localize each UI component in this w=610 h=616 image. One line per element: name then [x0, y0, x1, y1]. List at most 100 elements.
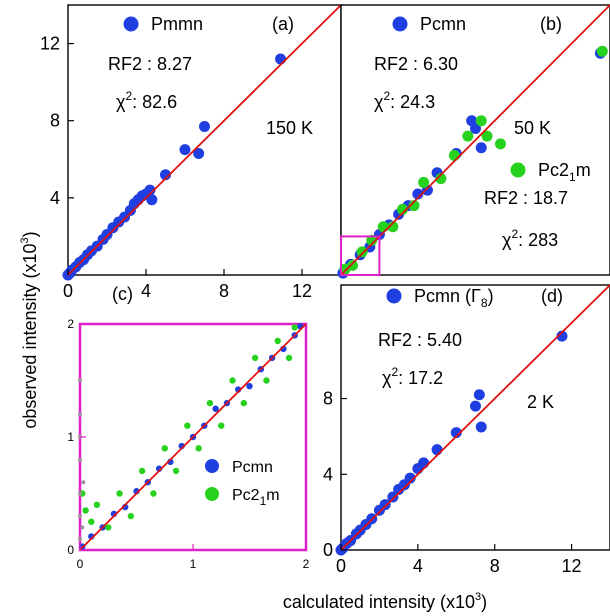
data-point [195, 445, 202, 452]
panel-label: (a) [272, 14, 294, 34]
data-point [78, 491, 82, 496]
x-axis-title: calculated intensity (x103) [283, 591, 487, 612]
data-point [93, 501, 101, 508]
y-tick-label: 4 [323, 464, 333, 484]
data-point [431, 444, 443, 456]
x-tick-label: 0 [77, 557, 84, 571]
data-point [251, 354, 259, 362]
x-tick-label: 1 [190, 557, 197, 571]
data-point [475, 115, 487, 127]
legend-item: Pc21m [205, 487, 280, 508]
y-tick-label: 4 [50, 188, 60, 208]
y-axis-title-close: ) [20, 231, 40, 237]
chi-annotation: χ2: 82.6 [116, 89, 177, 112]
legend-label: Pcmn [420, 14, 466, 34]
data-point [387, 221, 399, 233]
data-point [82, 507, 89, 514]
legend-label: Pc21m [232, 487, 280, 508]
rf-annotation: RF2 : 8.27 [108, 54, 192, 74]
legend-marker [392, 16, 408, 32]
series-c-green [79, 324, 298, 531]
legend-label: Pmmn [151, 14, 203, 34]
legend-label: Pc21m [538, 160, 591, 184]
legend-item: Pmmn [123, 14, 203, 34]
panel-a: 0 4 8 12 4 8 12 (a) Pmmn RF2 : 8.27 χ2: 82.6 150 K [40, 4, 342, 301]
data-point [418, 457, 430, 469]
data-point [379, 499, 391, 511]
data-point [218, 422, 225, 429]
data-point [481, 130, 493, 142]
x-axis-title-main: calculated intensity (x10 [283, 592, 475, 612]
data-point [240, 399, 248, 407]
data-point [150, 490, 157, 497]
data-point [116, 490, 123, 497]
data-point [356, 246, 368, 258]
legend-marker [123, 16, 139, 32]
x-tick-label: 12 [292, 281, 312, 301]
data-point [78, 378, 82, 383]
diagonal-line-c [79, 323, 307, 551]
data-point [146, 194, 158, 206]
data-point [80, 525, 85, 530]
data-point [78, 536, 82, 541]
data-point [408, 200, 420, 212]
diagonal-line-b [340, 4, 610, 276]
data-point [88, 518, 95, 525]
data-point [193, 148, 205, 159]
legend-marker [205, 487, 219, 501]
diagonal-line-d [340, 284, 610, 551]
data-point [138, 467, 146, 475]
data-point [475, 421, 487, 433]
data-point [285, 354, 293, 362]
y-axis-title: observed intensity (x103) [19, 231, 40, 428]
data-point [418, 176, 430, 188]
zoom-box [340, 235, 381, 277]
y-axis-title-main: observed intensity (x10 [20, 244, 40, 429]
data-point [387, 491, 399, 503]
data-point [179, 144, 191, 156]
data-point [556, 330, 568, 342]
panel-label: (c) [112, 284, 133, 304]
data-point [475, 142, 487, 154]
legend-label: Pcmn (Γ8) [414, 286, 494, 310]
y-tick-label: 0 [323, 540, 333, 560]
legend-marker [510, 162, 526, 178]
y-tick-label: 12 [40, 34, 60, 54]
data-point [199, 121, 210, 132]
temperature-annotation: 2 K [527, 392, 554, 412]
chi-annotation-2: χ2: 283 [502, 227, 558, 250]
data-point [412, 188, 424, 200]
data-point [263, 377, 270, 384]
x-tick-label: 12 [562, 556, 582, 576]
x-tick-label: 4 [141, 281, 151, 301]
y-tick-label: 8 [50, 111, 60, 131]
data-point [470, 400, 481, 412]
y-axis-title-exp: 3 [19, 237, 31, 243]
data-point [396, 203, 408, 215]
panel-d: 0 4 8 12 0 4 8 (d) Pcmn (Γ8) RF2 : 5.40 χ2: 17.2 2 … [323, 284, 610, 576]
data-point [105, 524, 112, 531]
data-point [78, 457, 82, 462]
legend-item: Pcmn [392, 14, 466, 34]
data-point [212, 405, 219, 412]
x-tick-label: 0 [336, 556, 346, 576]
temperature-annotation: 150 K [266, 118, 313, 138]
legend-marker [205, 459, 219, 473]
data-point [161, 445, 168, 452]
panel-b: (b) Pcmn Pc21m RF2 : 6.30 χ2: 24.3 50 K RF2 : … [337, 4, 610, 279]
y-tick-label: 8 [323, 389, 333, 409]
diagonal-line-a [67, 4, 342, 276]
data-point [450, 427, 462, 439]
legend-label: Pcmn [232, 459, 273, 476]
chi-annotation: χ2: 24.3 [374, 89, 435, 112]
data-point [377, 221, 389, 233]
series-c-gray [78, 378, 86, 541]
data-point [274, 337, 281, 345]
x-tick-label: 2 [303, 557, 310, 571]
rf-annotation: RF2 : 5.40 [378, 330, 462, 350]
data-point [184, 422, 191, 429]
series-b-green [339, 45, 608, 275]
x-axis-title-close: ) [481, 592, 487, 612]
